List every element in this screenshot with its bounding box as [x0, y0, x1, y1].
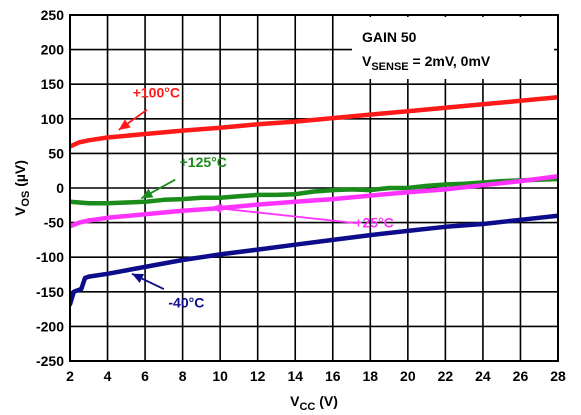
x-tick-label: 18	[363, 368, 379, 384]
annotation-arrowhead	[118, 119, 131, 130]
annotation-arrowhead	[210, 203, 223, 214]
y-tick-label: 250	[41, 7, 65, 23]
series-label: -40°C	[168, 295, 204, 311]
x-tick-label: 10	[212, 368, 228, 384]
x-tick-label: 26	[513, 368, 529, 384]
y-tick-label: 100	[41, 111, 65, 127]
y-tick-label: 150	[41, 76, 65, 92]
series-line-40-C	[70, 213, 558, 307]
plot-frame	[69, 14, 559, 362]
x-tick-label: 8	[179, 368, 187, 384]
x-tick-label: 14	[287, 368, 303, 384]
x-tick-label: 20	[400, 368, 416, 384]
series-line-125-C	[70, 176, 558, 206]
info-vsense-label: VSENSE = 2mV, 0mV	[362, 53, 491, 73]
info-gain-label: GAIN 50	[362, 29, 417, 45]
x-tick-label: 2	[66, 368, 74, 384]
series-label: +100°C	[133, 84, 180, 100]
y-tick-label: 0	[56, 180, 64, 196]
y-tick-label: 50	[48, 145, 64, 161]
x-tick-label: 12	[250, 368, 266, 384]
x-axis-title: VCC (V)	[290, 393, 338, 413]
x-tick-label: 6	[141, 368, 149, 384]
info-box	[352, 17, 554, 79]
x-tick-labels: 2 4 6 8 10 12 14 16 18 20 22 24 26 28	[66, 368, 566, 384]
annotation-arrowhead	[141, 188, 154, 199]
y-tick-label: -150	[36, 284, 64, 300]
y-tick-label: 200	[41, 42, 65, 58]
annotation-leader-line	[210, 206, 358, 225]
x-tick-label: 4	[104, 368, 112, 384]
series-label: +25°C	[354, 214, 393, 230]
y-tick-labels: -250 -200 -150 -100 -50 0 50 100 150 200 250	[36, 7, 64, 369]
annotation-layer: +100°C +125°C +25°C -40°C	[118, 84, 394, 311]
y-tick-label: -200	[36, 318, 64, 334]
y-tick-label: -100	[36, 249, 64, 265]
series-line-100-C	[70, 95, 558, 149]
y-tick-label: -250	[36, 353, 64, 369]
y-tick-label: -50	[44, 215, 64, 231]
series-layer	[70, 95, 558, 307]
x-tick-label: 28	[550, 368, 566, 384]
series-line-25-C	[70, 173, 558, 229]
x-tick-label: 16	[325, 368, 341, 384]
x-tick-label: 22	[438, 368, 454, 384]
y-axis-title: VOS (µV)	[12, 160, 32, 216]
annotation-arrowhead	[131, 273, 145, 284]
x-tick-label: 24	[475, 368, 491, 384]
series-label: +125°C	[180, 154, 227, 170]
